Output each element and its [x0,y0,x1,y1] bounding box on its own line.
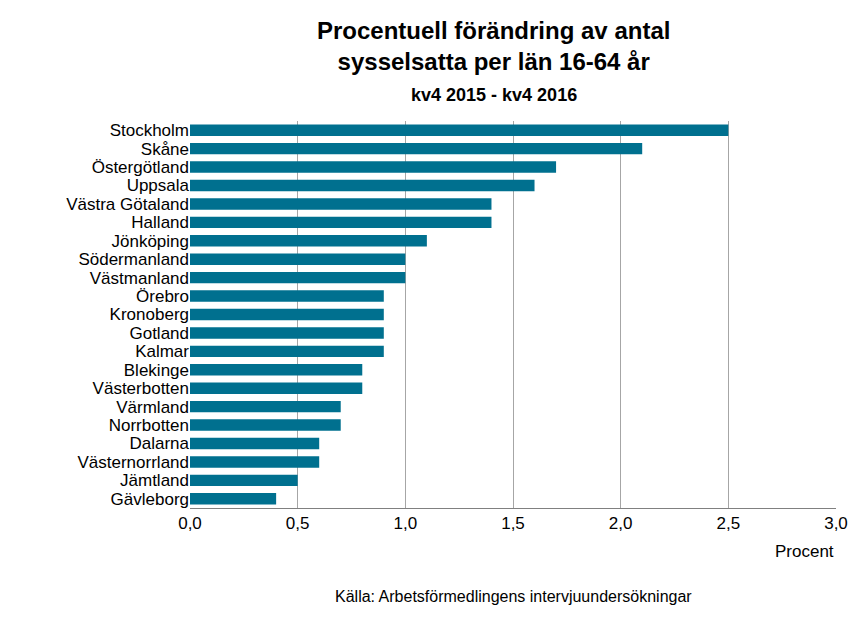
svg-text:Dalarna: Dalarna [129,434,189,453]
svg-text:1,0: 1,0 [394,514,418,533]
svg-text:Halland: Halland [131,213,189,232]
svg-text:Blekinge: Blekinge [124,361,189,380]
svg-text:Jämtland: Jämtland [120,471,189,490]
svg-text:2,0: 2,0 [609,514,633,533]
svg-text:Västernorrland: Västernorrland [77,453,189,472]
svg-text:Uppsala: Uppsala [127,176,190,195]
svg-text:Västmanland: Västmanland [90,269,189,288]
svg-text:Norrbotten: Norrbotten [109,416,189,435]
svg-text:Kronoberg: Kronoberg [110,305,189,324]
svg-text:Örebro: Örebro [136,287,189,306]
svg-text:Gotland: Gotland [129,324,189,343]
svg-text:Västra Götaland: Västra Götaland [66,195,189,214]
svg-text:2,5: 2,5 [717,514,741,533]
svg-text:1,5: 1,5 [501,514,525,533]
svg-text:Stockholm: Stockholm [110,121,189,140]
svg-text:Värmland: Värmland [116,398,189,417]
svg-text:Procent: Procent [775,542,834,561]
svg-text:Jönköping: Jönköping [111,232,189,251]
svg-text:0,0: 0,0 [178,514,202,533]
svg-text:0,5: 0,5 [286,514,310,533]
svg-text:Södermanland: Södermanland [78,250,189,269]
svg-text:Gävleborg: Gävleborg [111,490,189,509]
svg-text:Procentuell förändring av anta: Procentuell förändring av antalsysselsat… [317,17,670,75]
svg-text:Skåne: Skåne [141,140,189,159]
svg-text:Västerbotten: Västerbotten [93,379,189,398]
svg-text:3,0: 3,0 [824,514,848,533]
svg-text:Kalmar: Kalmar [135,342,189,361]
svg-text:kv4 2015 - kv4 2016: kv4 2015 - kv4 2016 [411,85,577,105]
svg-text:Källa: Arbetsförmedlingens int: Källa: Arbetsförmedlingens intervjuunder… [335,588,692,605]
svg-text:Östergötland: Östergötland [92,158,189,177]
